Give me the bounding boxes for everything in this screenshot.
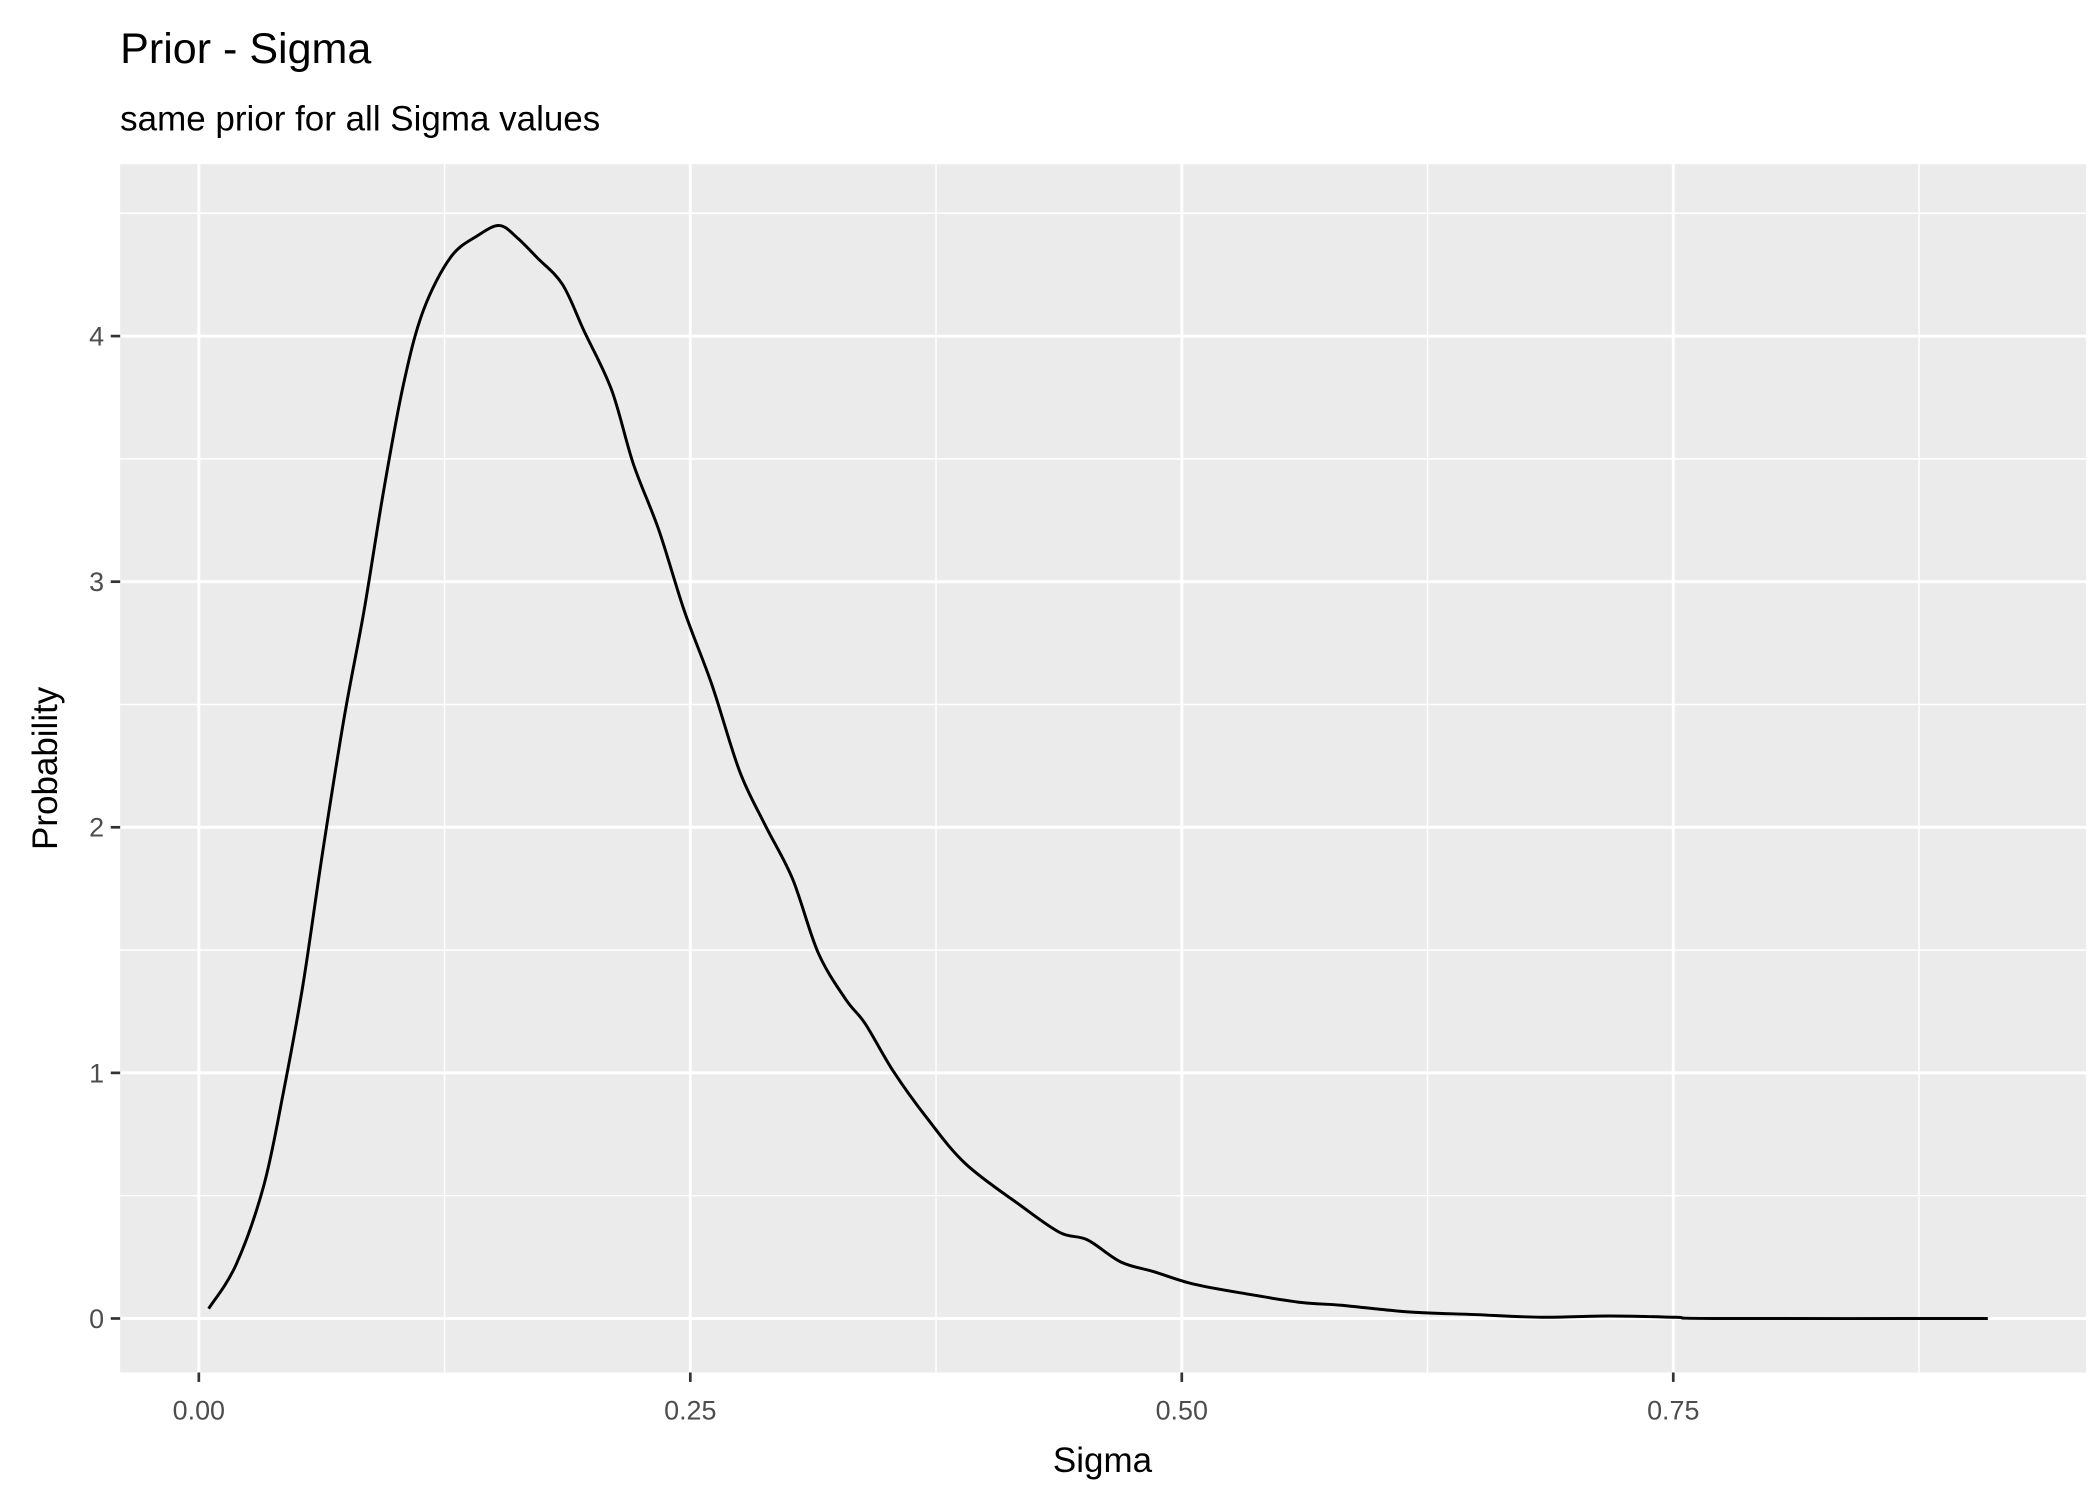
x-tick-label: 0.00: [173, 1396, 225, 1426]
y-tick-label: 1: [89, 1058, 104, 1088]
chart-title: Prior - Sigma: [120, 25, 371, 73]
x-tick-label: 0.25: [664, 1396, 716, 1426]
y-axis-title: Probability: [26, 686, 65, 850]
plot-panel: [120, 164, 2087, 1373]
x-tick-label: 0.50: [1156, 1396, 1208, 1426]
density-line: [207, 224, 1988, 1321]
y-tick-label: 4: [89, 322, 104, 352]
y-tick-label: 2: [89, 813, 104, 843]
x-tick-label: 0.75: [1647, 1396, 1699, 1426]
y-tick-label: 0: [89, 1304, 104, 1334]
chart-subtitle: same prior for all Sigma values: [120, 100, 600, 139]
y-tick-label: 3: [89, 567, 104, 597]
x-axis-title: Sigma: [1053, 1441, 1153, 1480]
